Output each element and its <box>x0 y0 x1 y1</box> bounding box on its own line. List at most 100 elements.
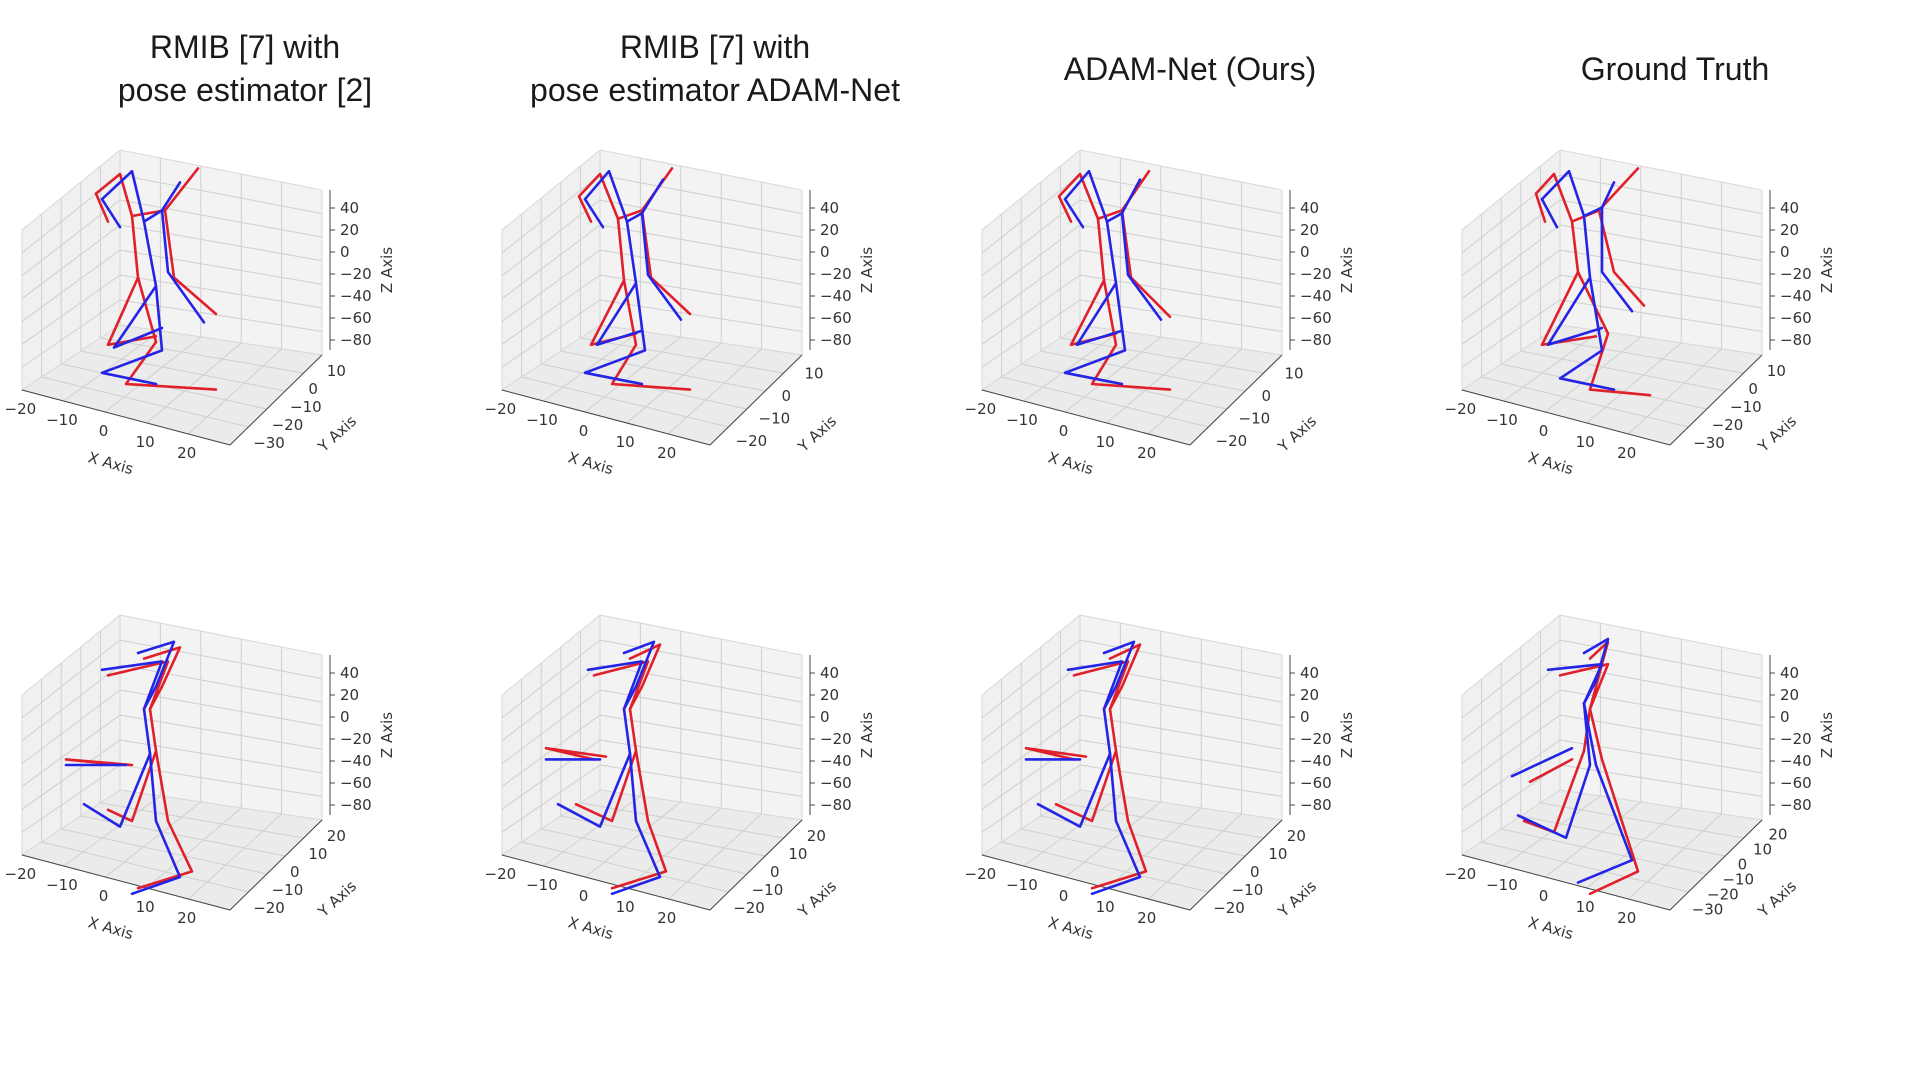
z-axis-label: Z Axis <box>1818 712 1836 758</box>
grid-line <box>1628 813 1722 900</box>
z-tick-label: 40 <box>340 664 359 682</box>
x-tick-label: −10 <box>46 876 78 894</box>
y-tick-label: 0 <box>290 863 300 881</box>
y-tick-label: 0 <box>308 380 318 398</box>
blue-skeleton-segment <box>100 197 122 229</box>
x-axis-label: X Axis <box>1046 913 1096 943</box>
column-title-1-line-2: pose estimator [2] <box>117 72 373 108</box>
red-skeleton-segment <box>124 276 218 391</box>
y-tick-label: −30 <box>1693 434 1725 452</box>
x-axis-label: X Axis <box>86 448 136 478</box>
column-title-3: ADAM-Net (Ours) <box>955 48 1425 91</box>
x-axis-line <box>1461 854 1671 911</box>
y-tick-label: −20 <box>733 899 765 917</box>
y-axis-line <box>1189 819 1283 911</box>
x-tick-label: 10 <box>616 433 635 451</box>
z-tick-label: −60 <box>1300 774 1332 792</box>
x-tick-label: 20 <box>177 444 196 462</box>
y-tick-label: −10 <box>290 398 322 416</box>
grid-line <box>668 348 762 435</box>
y-tick-label: −10 <box>752 881 784 899</box>
y-axis-line <box>1669 819 1763 911</box>
grid-line <box>21 689 121 764</box>
y-tick-label: −10 <box>1722 871 1754 889</box>
z-tick-label: 20 <box>820 686 839 704</box>
grid-line <box>63 330 161 402</box>
grid-line <box>981 249 1081 322</box>
grid-line <box>21 299 121 368</box>
y-axis-label: Y Axis <box>1274 877 1320 921</box>
plot-row2-col3: 40 20 0 −20 −40 −60 −80 Z Axis −20 −10 0 10 20 X Axis… <box>964 613 1440 1065</box>
red-skeleton-segment <box>1057 195 1073 223</box>
y-axis-line <box>1189 354 1283 446</box>
x-axis-label: X Axis <box>1526 913 1576 943</box>
y-tick-label: −10 <box>272 881 304 899</box>
x-tick-label: −10 <box>526 411 558 429</box>
y-tick-label: 10 <box>327 362 346 380</box>
grid-line <box>626 342 722 424</box>
z-tick-label: −80 <box>820 796 852 814</box>
grid-line <box>501 249 601 322</box>
column-title-1: RMIB [7] with pose estimator [2] <box>10 26 480 112</box>
blue-skeleton-segment <box>1063 281 1127 386</box>
x-tick-label: 0 <box>1539 422 1549 440</box>
y-tick-label: 0 <box>1748 380 1758 398</box>
grid-line <box>119 299 323 332</box>
grid-line <box>1064 336 1162 413</box>
blue-skeleton-segment <box>1546 662 1604 705</box>
grid-line <box>188 813 282 900</box>
red-skeleton-segment <box>628 643 662 711</box>
z-tick-label: 20 <box>340 221 359 239</box>
y-axis-label: Y Axis <box>1754 877 1800 921</box>
column-title-3-line-1: ADAM-Net (Ours) <box>1063 51 1317 87</box>
red-skeleton-segment <box>106 660 170 711</box>
z-tick-label: 0 <box>820 708 830 726</box>
z-tick-label: 40 <box>820 199 839 217</box>
z-tick-label: −80 <box>820 331 852 349</box>
z-tick-label: −60 <box>340 309 372 327</box>
x-tick-label: 10 <box>1576 433 1595 451</box>
grid-line <box>599 764 803 797</box>
z-tick-label: 20 <box>820 221 839 239</box>
grid-line <box>21 764 121 833</box>
grid-line <box>119 664 323 703</box>
grid-line <box>100 802 304 839</box>
grid-line <box>1079 639 1283 680</box>
red-skeleton-segment <box>1528 758 1574 784</box>
grid-line <box>501 299 601 368</box>
grid-line <box>981 639 1081 719</box>
x-tick-label: 0 <box>579 887 589 905</box>
z-tick-label: −80 <box>1780 331 1812 349</box>
y-tick-label: −30 <box>253 434 285 452</box>
grid-line <box>21 714 121 787</box>
grid-line <box>1461 249 1561 322</box>
blue-skeleton-segment <box>586 660 644 711</box>
z-axis-label: Z Axis <box>1818 247 1836 293</box>
blue-skeleton-segment <box>100 660 164 711</box>
y-tick-label: 10 <box>1767 362 1786 380</box>
z-tick-label: −40 <box>340 287 372 305</box>
grid-line <box>1540 337 1744 374</box>
y-tick-label: −20 <box>1712 416 1744 434</box>
x-axis-label: X Axis <box>86 913 136 943</box>
z-tick-label: 0 <box>1780 243 1790 261</box>
grid-line <box>1001 841 1209 893</box>
x-axis-line <box>21 854 231 911</box>
blue-skeleton-segment <box>1516 702 1592 840</box>
blue-skeleton-segment <box>1063 197 1085 229</box>
grid-line <box>1481 841 1689 893</box>
grid-line <box>543 795 641 867</box>
x-axis-line <box>981 389 1191 446</box>
grid-line <box>981 199 1081 277</box>
x-axis-line <box>501 854 711 911</box>
grid-line <box>1021 828 1227 875</box>
z-tick-label: 20 <box>1780 221 1799 239</box>
grid-line <box>146 807 242 889</box>
z-tick-label: −40 <box>1300 752 1332 770</box>
grid-line <box>63 795 161 867</box>
plot-row2-col4: 40 20 0 −20 −40 −60 −80 Z Axis −20 −10 0 10 20 X Axis… <box>1444 613 1920 1065</box>
y-tick-label: 10 <box>1285 364 1304 382</box>
red-skeleton-segment <box>1108 643 1142 711</box>
y-axis-label: Y Axis <box>1754 412 1800 456</box>
